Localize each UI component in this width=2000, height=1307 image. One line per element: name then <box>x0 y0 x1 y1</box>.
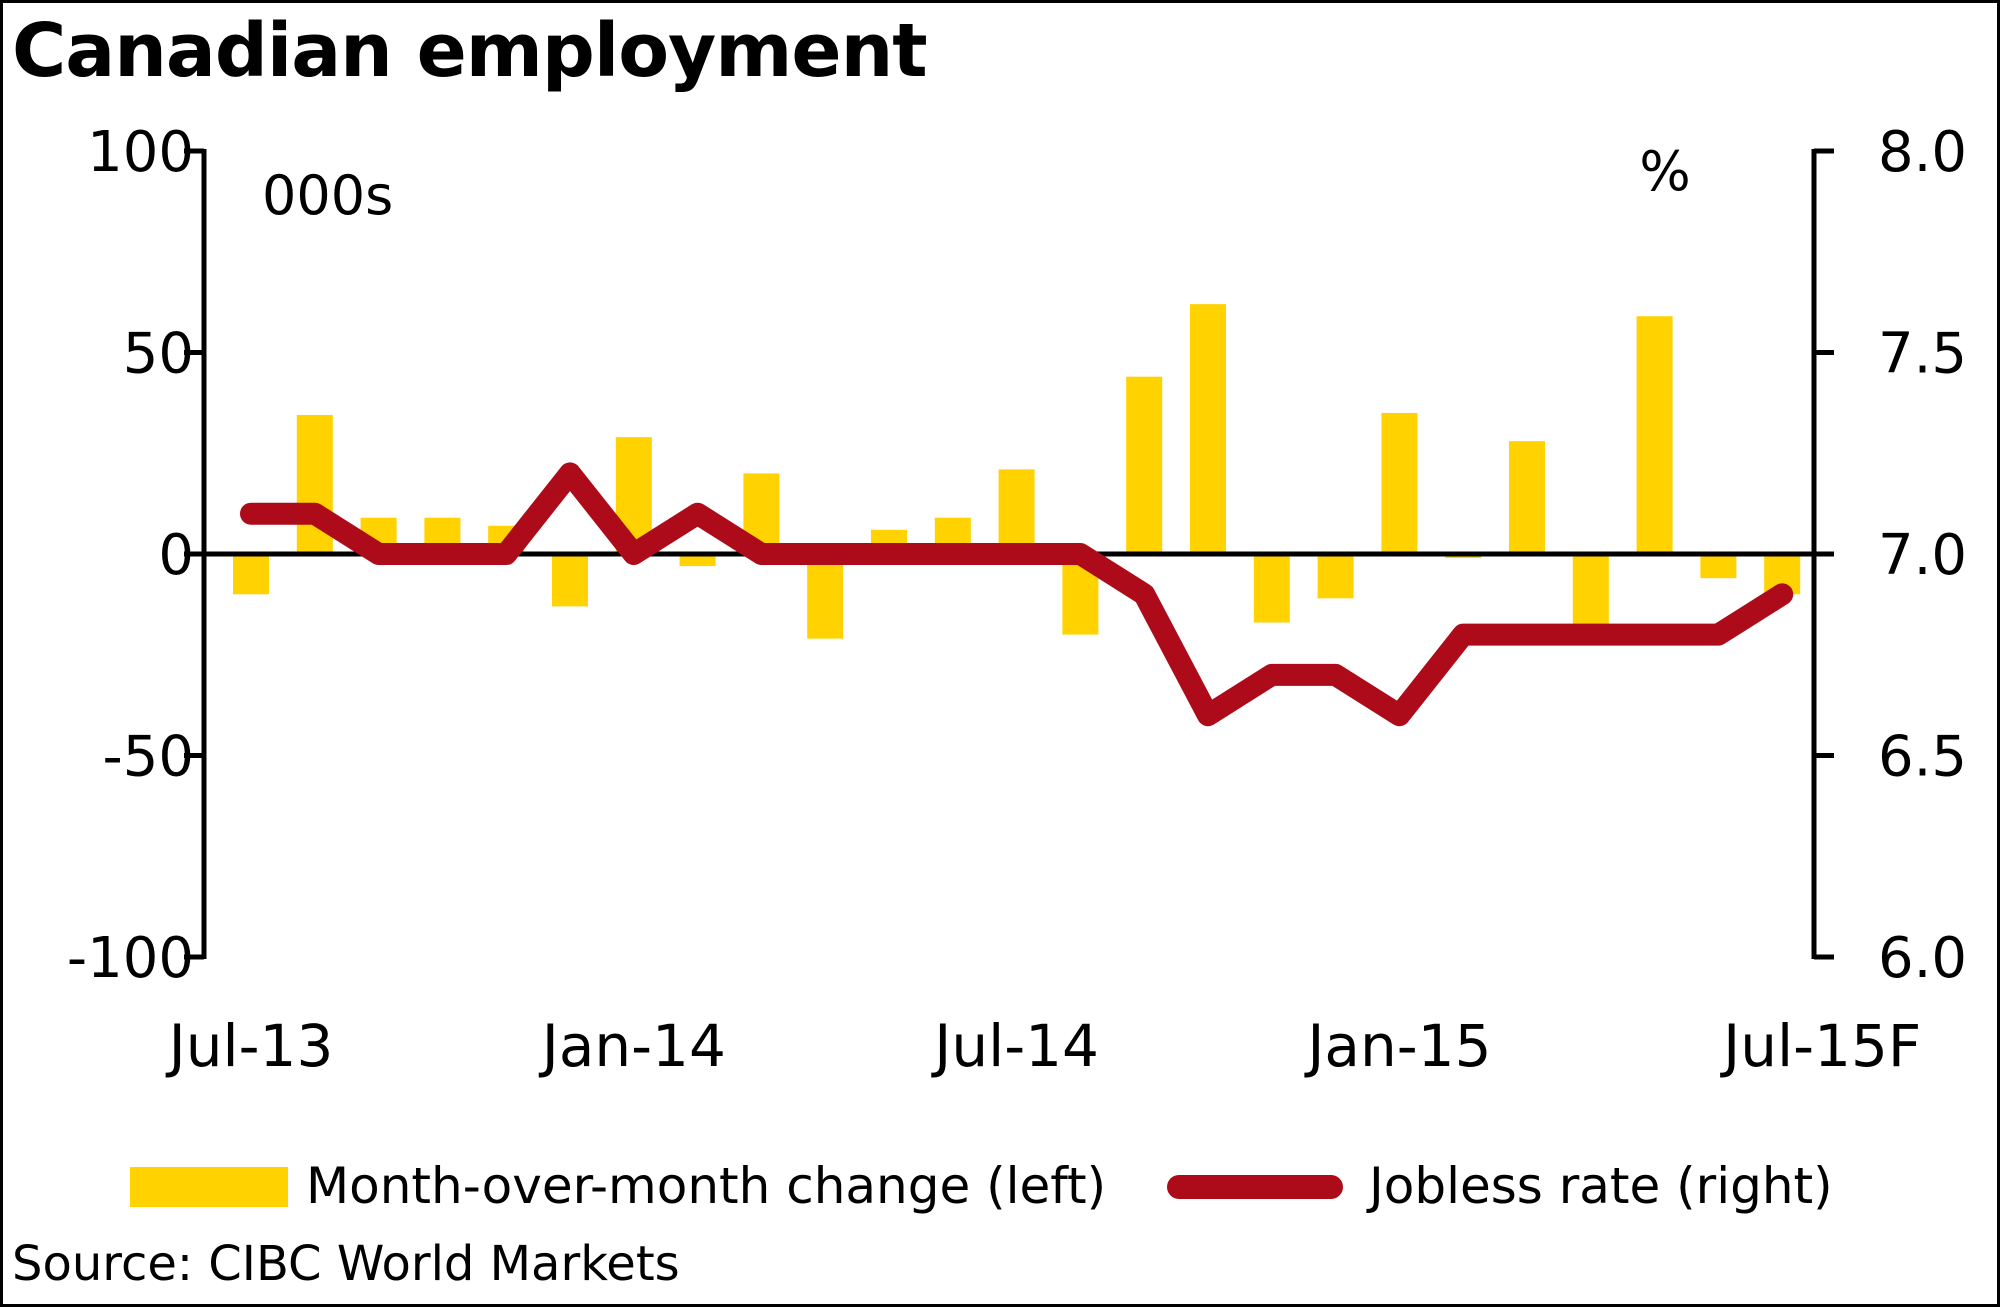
chart-plot: 100 50 0 -50 -100 8.0 7.5 7.0 6.5 6.0 Jul-13 Jan-… <box>67 120 1967 1080</box>
bar-Jan-15 <box>1381 412 1418 554</box>
bar-Nov-14 <box>1253 554 1290 623</box>
jobless-rate-line <box>240 462 1794 727</box>
left-axis-ticks: 100 50 0 -50 -100 <box>67 120 204 991</box>
left-tick-label: 50 <box>123 322 194 387</box>
bar-May-15 <box>1636 316 1673 554</box>
legend-swatch-bar <box>130 1167 288 1207</box>
legend: Month-over-month change (left) Jobless r… <box>0 1155 2000 1215</box>
right-axis-ticks: 8.0 7.5 7.0 6.5 6.0 <box>1814 120 1967 991</box>
right-tick-label: 6.5 <box>1878 725 1967 790</box>
x-tick-label: Jan-14 <box>539 1012 726 1080</box>
x-axis-labels: Jul-13 Jan-14 Jul-14 Jan-15 Jul-15F <box>166 1012 1922 1080</box>
source-note: Source: CIBC World Markets <box>12 1236 680 1292</box>
x-tick-label: Jul-14 <box>931 1012 1099 1080</box>
bar-Jul-13 <box>233 554 269 595</box>
left-tick-label: 0 <box>158 523 194 588</box>
left-tick-label: -50 <box>103 725 194 790</box>
chart-title: Canadian employment <box>12 8 928 94</box>
x-tick-label: Jul-15F <box>1720 1012 1921 1080</box>
legend-label-mom: Month-over-month change (left) <box>306 1157 1107 1215</box>
bar-Jun-15 <box>1700 554 1737 579</box>
left-tick-label: 100 <box>87 120 194 185</box>
bar-series <box>233 304 1801 639</box>
x-tick-label: Jan-15 <box>1304 1012 1491 1080</box>
bar-Dec-13 <box>552 554 588 607</box>
bar-Mar-15 <box>1509 441 1545 554</box>
right-tick-label: 6.0 <box>1878 926 1967 991</box>
bar-Dec-14 <box>1317 554 1354 599</box>
bar-Oct-14 <box>1190 304 1226 554</box>
legend-swatch-line <box>1167 1175 1343 1199</box>
bar-Sep-14 <box>1126 376 1163 554</box>
bar-Feb-14 <box>679 554 716 567</box>
right-tick-label: 8.0 <box>1878 120 1967 185</box>
bar-Apr-15 <box>1572 554 1609 627</box>
left-axis-unit: 000s <box>262 164 393 227</box>
right-axis-unit: % <box>1639 140 1690 203</box>
right-tick-label: 7.5 <box>1878 322 1967 387</box>
legend-label-jobless: Jobless rate (right) <box>1369 1157 1833 1215</box>
left-tick-label: -100 <box>67 926 194 991</box>
bar-Apr-14 <box>807 554 844 639</box>
x-tick-label: Jul-13 <box>166 1012 334 1080</box>
bar-Jul-14 <box>998 469 1035 554</box>
right-tick-label: 7.0 <box>1878 523 1967 588</box>
